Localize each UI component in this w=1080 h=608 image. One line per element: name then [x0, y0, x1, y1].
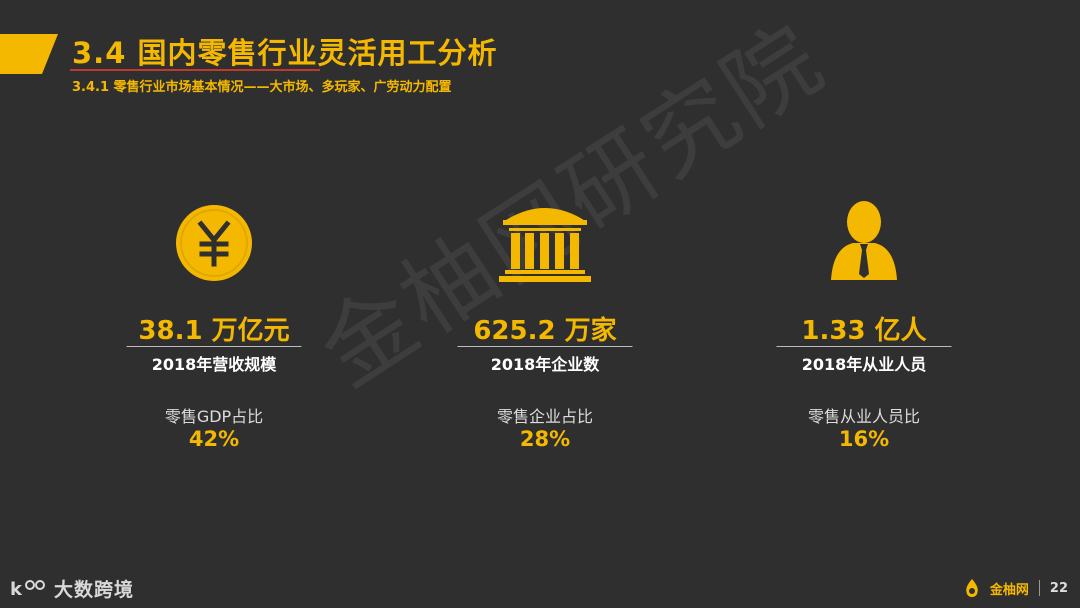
- stat-value: 625.2 万家: [473, 316, 617, 346]
- stat-ratio-value: 42%: [188, 427, 240, 451]
- stat-revenue: 38.1 万亿元 2018年营收规模 零售GDP占比 42%: [64, 0, 364, 460]
- footer-right: 金柚网 22: [964, 574, 1068, 602]
- stat-ratio-label: 零售GDP占比: [164, 407, 264, 426]
- stat-label: 2018年营收规模: [151, 355, 277, 374]
- footer-brand-text: 大数跨境: [54, 578, 135, 601]
- stat-label: 2018年企业数: [490, 355, 600, 374]
- page-subtitle: 3.4.1 零售行业市场基本情况——大市场、多玩家、广劳动力配置: [72, 80, 452, 95]
- title-underline: [70, 69, 320, 71]
- footer-left-logo: k 大数跨境: [10, 574, 134, 602]
- stat-enterprises: 625.2 万家 2018年企业数 零售企业占比 28%: [395, 0, 695, 460]
- stat-divider: [457, 346, 633, 347]
- stat-value: 1.33 亿人: [801, 316, 927, 346]
- header-accent-bar: [0, 34, 58, 74]
- page-number: 22: [1049, 580, 1068, 596]
- svg-text:k: k: [10, 579, 23, 600]
- stat-ratio-label: 零售企业占比: [496, 407, 593, 426]
- bank-building-icon: [499, 208, 591, 282]
- yuan-coin-icon: [176, 205, 252, 281]
- stat-label: 2018年从业人员: [801, 355, 927, 374]
- stat-divider: [126, 346, 302, 347]
- stat-ratio-value: 16%: [838, 427, 890, 451]
- stat-value: 38.1 万亿元: [138, 316, 290, 346]
- page-title: 3.4 国内零售行业灵活用工分析: [72, 36, 498, 70]
- person-tie-icon: [831, 201, 897, 280]
- brand-logo-icon: k: [10, 579, 45, 600]
- stat-ratio-label: 零售从业人员比: [807, 407, 920, 426]
- footer-logo-text: 金柚网: [989, 582, 1029, 598]
- stat-employees: 1.33 亿人 2018年从业人员 零售从业人员比 16%: [714, 0, 1014, 460]
- pomelo-logo-icon: [966, 579, 978, 597]
- stat-ratio-value: 28%: [519, 427, 571, 451]
- stat-divider: [776, 346, 952, 347]
- footer-divider: [1038, 580, 1040, 596]
